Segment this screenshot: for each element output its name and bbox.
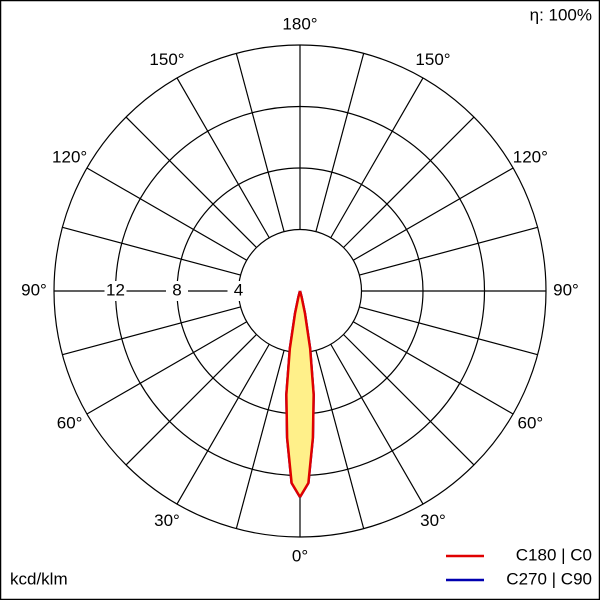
grid-spoke xyxy=(330,77,424,239)
grid-spoke xyxy=(176,77,270,239)
grid-spoke xyxy=(352,321,514,415)
grid-spoke xyxy=(315,350,365,529)
grid-spoke xyxy=(343,334,475,466)
grid-spoke xyxy=(343,116,475,248)
grid-spoke xyxy=(125,334,257,466)
angle-tick-label: 60° xyxy=(57,413,83,432)
grid-spoke xyxy=(125,116,257,248)
angle-tick-label: 120° xyxy=(52,147,87,166)
grid-spoke xyxy=(352,167,514,261)
angle-tick-label: 30° xyxy=(154,511,180,530)
grid-spoke xyxy=(359,306,538,356)
radial-tick-label: 12 xyxy=(106,280,125,299)
angle-tick-label: 180° xyxy=(282,14,317,33)
grid-spoke xyxy=(359,226,538,276)
label-bg xyxy=(166,281,188,301)
angle-tick-label: 30° xyxy=(420,511,446,530)
grid-spoke xyxy=(62,306,241,356)
grid-spoke xyxy=(315,53,365,232)
angle-tick-label: 150° xyxy=(149,50,184,69)
angle-tick-label: 90° xyxy=(553,280,579,299)
efficiency: η: 100% xyxy=(530,5,592,24)
intensity-curve xyxy=(285,290,302,498)
label-bg xyxy=(227,281,250,301)
angle-tick-label: 150° xyxy=(415,50,450,69)
label-bg xyxy=(104,281,127,301)
angle-tick-label: 90° xyxy=(21,280,47,299)
legend-label: C270 | C90 xyxy=(506,569,592,588)
unit-label: kcd/klm xyxy=(10,569,68,588)
grid-spoke xyxy=(86,167,248,261)
angle-tick-label: 120° xyxy=(513,147,548,166)
grid-spoke xyxy=(235,53,285,232)
grid-spoke xyxy=(176,343,270,505)
radial-tick-label: 4 xyxy=(234,280,243,299)
angle-tick-label: 60° xyxy=(518,413,544,432)
angle-tick-label: 0° xyxy=(292,546,308,565)
grid-spoke xyxy=(86,321,248,415)
legend-label: C180 | C0 xyxy=(516,545,592,564)
grid-spoke xyxy=(235,350,285,529)
radial-tick-label: 8 xyxy=(172,280,181,299)
grid-spoke xyxy=(62,226,241,276)
intensity-curve xyxy=(298,290,315,498)
grid-spoke xyxy=(330,343,424,505)
